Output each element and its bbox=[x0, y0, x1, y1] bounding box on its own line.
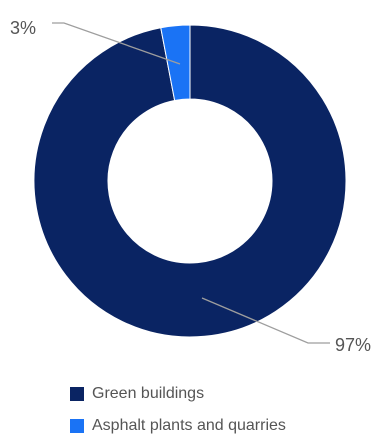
legend-swatch-green-buildings bbox=[70, 387, 84, 401]
donut-slices bbox=[33, 24, 347, 338]
legend-label-green-buildings: Green buildings bbox=[92, 385, 205, 402]
donut-chart: 97% 3% bbox=[10, 18, 371, 355]
leader-line-green-buildings bbox=[201, 297, 330, 344]
data-label-green-buildings: 97% bbox=[335, 335, 371, 355]
legend-swatch-asphalt-plants bbox=[70, 419, 84, 433]
legend-item-asphalt-plants: Asphalt plants and quarries bbox=[70, 416, 286, 436]
data-label-asphalt-plants: 3% bbox=[10, 18, 36, 38]
leader-line-asphalt-plants bbox=[52, 22, 181, 65]
legend-item-green-buildings: Green buildings bbox=[70, 384, 286, 404]
legend: Green buildings Asphalt plants and quarr… bbox=[70, 384, 286, 448]
slice-green-buildings bbox=[33, 24, 347, 338]
legend-label-asphalt-plants: Asphalt plants and quarries bbox=[92, 417, 286, 434]
leader-lines bbox=[52, 22, 330, 344]
